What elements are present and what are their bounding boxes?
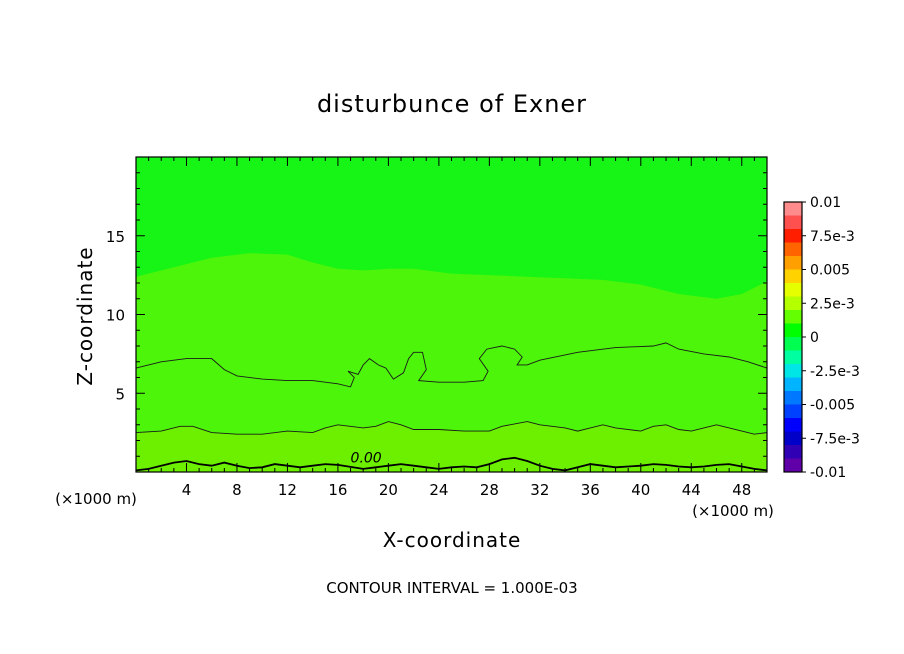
x-axis-label: X-coordinate [383, 528, 522, 552]
contour-line-mid [135, 342, 768, 388]
x-tick-label: 40 [631, 481, 650, 499]
contour-line-low [135, 421, 768, 435]
colorbar-swatch [784, 310, 802, 324]
colorbar: 0.01 7.5e-3 0.005 2.5e-3 0 -2.5e-3 -0.005 -7.5e… [783, 195, 860, 481]
colorbar-swatch [784, 377, 802, 392]
colorbar-label: 2.5e-3 [810, 296, 855, 312]
plot-area: 0.00 [135, 156, 768, 473]
x-tick-label: 36 [581, 481, 600, 499]
y-tick-label: 5 [115, 385, 125, 403]
colorbar-swatch [784, 445, 802, 459]
colorbar-swatch [784, 283, 802, 297]
colorbar-label: -0.005 [810, 398, 855, 414]
colorbar-label: -0.01 [810, 465, 846, 481]
colorbar-swatch [784, 256, 802, 270]
x-tick-label: 24 [429, 481, 448, 499]
colorbar-swatch [784, 431, 802, 446]
contour-interval-note: CONTOUR INTERVAL = 1.000E-03 [326, 579, 577, 597]
colorbar-swatch [784, 269, 802, 284]
x-scale-unit-right: (×1000 m) [692, 502, 774, 520]
colorbar-swatch [784, 323, 802, 338]
x-tick-label: 32 [530, 481, 549, 499]
colorbar-swatch [784, 418, 802, 432]
colorbar-label: -7.5e-3 [810, 431, 860, 447]
x-scale-unit-left: (×1000 m) [55, 490, 137, 508]
colorbar-swatch [784, 364, 802, 378]
x-tick-label: 44 [682, 481, 701, 499]
x-tick-label: 12 [278, 481, 297, 499]
chart-title: disturbunce of Exner [317, 90, 587, 118]
y-tick-label: 10 [106, 307, 125, 325]
colorbar-label: 0 [810, 330, 819, 346]
colorbar-swatch [784, 391, 802, 405]
y-tick-label: 15 [106, 228, 125, 246]
x-tick-label: 28 [480, 481, 499, 499]
colorbar-swatch [784, 404, 802, 419]
colorbar-swatch [784, 242, 802, 257]
contour-label: 0.00 [351, 451, 382, 467]
colorbar-swatch [784, 296, 802, 311]
colorbar-swatch [784, 337, 802, 351]
colorbar-swatch [784, 350, 802, 365]
colorbar-swatch [784, 215, 802, 230]
x-tick-label: 48 [732, 481, 751, 499]
colorbar-label: 0.01 [810, 195, 841, 211]
colorbar-label: 0.005 [810, 263, 850, 279]
x-tick-label: 4 [182, 481, 192, 499]
x-tick-label: 20 [379, 481, 398, 499]
x-tick-label: 16 [328, 481, 347, 499]
field-surface-zone [136, 421, 767, 472]
colorbar-swatch [784, 202, 802, 216]
x-tick-label: 8 [232, 481, 242, 499]
field-band [136, 253, 767, 472]
colorbar-swatch [784, 229, 802, 243]
colorbar-label: -2.5e-3 [810, 364, 860, 380]
contour-line-zero [135, 456, 768, 472]
y-axis-label: Z-coordinate [73, 246, 97, 385]
colorbar-label: 7.5e-3 [810, 229, 855, 245]
colorbar-swatch [784, 458, 802, 473]
